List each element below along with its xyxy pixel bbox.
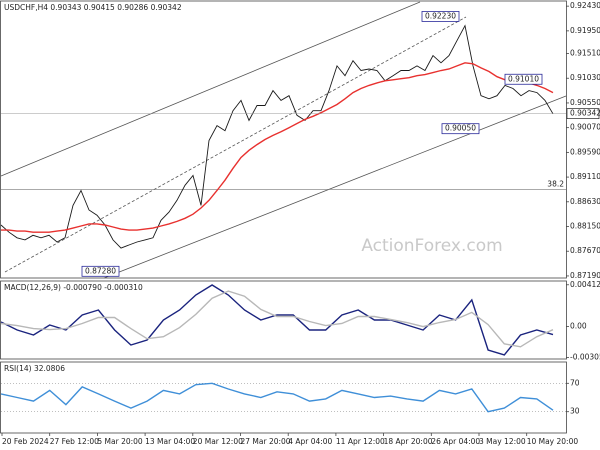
- series-line: [0, 382, 554, 413]
- y-tick-label: 0.89590: [570, 147, 600, 156]
- price-label-box: [504, 73, 543, 85]
- rsi-panel-frame: [0, 361, 567, 434]
- y-tick-label: 0.89110: [570, 172, 600, 181]
- x-tick-label: 5 Mar 20:00: [97, 437, 143, 446]
- series-line: [0, 24, 554, 249]
- fib-label: 38.2: [547, 179, 564, 188]
- channel-upper: [0, 1, 421, 177]
- y-tick-label: 30: [570, 407, 580, 416]
- macd-panel-frame: [0, 280, 567, 360]
- y-tick-label: 0.88150: [570, 222, 600, 231]
- y-tick-label: 0.91950: [570, 26, 600, 35]
- price-label-box: [421, 11, 460, 22]
- y-tick-label: 0.90550: [570, 98, 600, 107]
- y-tick-label: 70: [570, 378, 580, 387]
- series-line: [1, 62, 554, 233]
- y-tick-label: 0.88630: [570, 197, 600, 206]
- y-tick-label: 0.00: [570, 322, 587, 331]
- x-tick-label: 13 Mar 04:00: [145, 437, 195, 446]
- y-tick-label: 0.90070: [570, 123, 600, 132]
- price-label: 0.90050: [445, 124, 476, 133]
- x-tick-label: 27 Mar 20:00: [241, 437, 291, 446]
- y-tick-label: -0.003051: [570, 352, 600, 361]
- y-tick-label: 0.87190: [570, 271, 600, 280]
- current-price-box: [566, 108, 600, 120]
- y-tick-label: 0.004127: [570, 280, 600, 289]
- watermark: ActionForex.com: [361, 236, 502, 256]
- y-tick-label: 0.91510: [570, 49, 600, 58]
- panel-title: USDCHF,H4 0.90343 0.90415 0.90286 0.9034…: [4, 3, 182, 12]
- series-line: [0, 290, 554, 348]
- price-label: 0.87280: [85, 266, 116, 275]
- y-tick-label: 0.87670: [570, 246, 600, 255]
- channel-mid: [4, 16, 467, 273]
- y-tick-label: 0.92430: [570, 1, 600, 10]
- panel-title: RSI(14) 32.0806: [4, 364, 65, 373]
- price-label-box: [441, 123, 480, 135]
- x-tick-label: 3 May 12:00: [479, 437, 526, 446]
- x-tick-label: 10 May 20:00: [527, 437, 579, 446]
- price-label: 0.92230: [425, 11, 456, 20]
- channel-lower: [103, 95, 567, 279]
- x-tick-label: 18 Apr 20:00: [384, 437, 433, 446]
- panel-title: MACD(12,26,9) -0.000790 -0.000310: [4, 283, 143, 292]
- x-tick-label: 20 Mar 12:00: [193, 437, 243, 446]
- x-tick-label: 26 Apr 04:00: [431, 437, 480, 446]
- x-tick-label: 27 Feb 12:00: [50, 437, 99, 446]
- current-price-label: 0.90342: [570, 109, 600, 118]
- price-label-box: [81, 265, 120, 277]
- y-tick-label: 0.91030: [570, 73, 600, 82]
- x-tick-label: 20 Feb 2024: [2, 437, 49, 446]
- price-label: 0.91010: [508, 74, 539, 83]
- x-tick-label: 4 Apr 04:00: [288, 437, 332, 446]
- price-panel-frame: [0, 0, 567, 279]
- series-line: [0, 284, 554, 356]
- x-tick-label: 11 Apr 12:00: [336, 437, 385, 446]
